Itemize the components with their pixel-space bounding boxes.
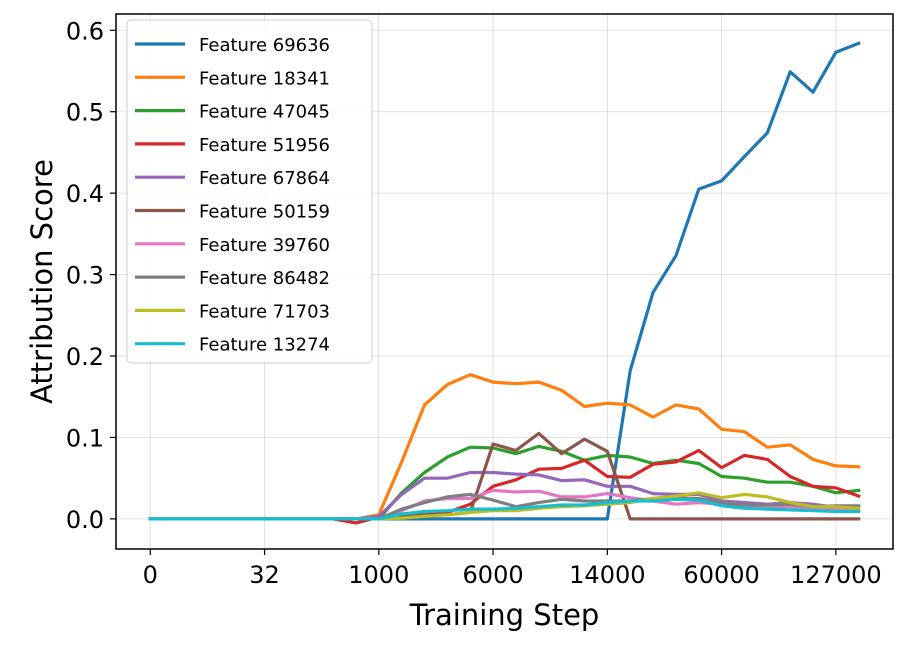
legend-label: Feature 18341 xyxy=(199,68,330,89)
legend-label: Feature 13274 xyxy=(199,335,330,356)
plot-frame xyxy=(115,13,894,550)
legend-label: Feature 67864 xyxy=(199,168,330,189)
y-tick-label: 0.3 xyxy=(66,262,104,290)
legend-label: Feature 51956 xyxy=(199,135,330,156)
y-tick-label: 0.5 xyxy=(66,99,104,127)
y-tick-label: 0.2 xyxy=(66,343,104,371)
legend-label: Feature 86482 xyxy=(199,268,330,289)
x-tick-label: 14000 xyxy=(569,561,645,589)
x-tick-label: 60000 xyxy=(683,561,759,589)
y-axis-label: Attribution Score xyxy=(25,159,59,404)
series-line-feature-13274 xyxy=(148,497,861,521)
series-lines xyxy=(148,41,861,525)
axis-ticks: 0.0 0.1 0.2 0.3 0.4 0.5 0.6 0 32 1000 6000 14000 600… xyxy=(66,17,882,589)
legend-label: Feature 47045 xyxy=(199,102,330,123)
legend-label: Feature 50159 xyxy=(199,202,330,223)
x-tick-label: 32 xyxy=(249,561,280,589)
x-tick-label: 127000 xyxy=(790,561,882,589)
x-tick-label: 1000 xyxy=(348,561,409,589)
y-tick-label: 0.4 xyxy=(66,180,104,208)
y-tick-label: 0.0 xyxy=(66,506,104,534)
legend-box xyxy=(126,19,373,364)
x-axis-label: Training Step xyxy=(409,598,600,632)
y-tick-label: 0.6 xyxy=(66,17,104,45)
x-tick-label: 6000 xyxy=(463,561,524,589)
legend-label: Feature 69636 xyxy=(199,35,330,56)
y-tick-label: 0.1 xyxy=(66,424,104,452)
legend: Feature 69636 Feature 18341 Feature 47045 F… xyxy=(126,19,373,364)
legend-label: Feature 39760 xyxy=(199,235,330,256)
x-tick-label: 0 xyxy=(143,561,158,589)
legend-label: Feature 71703 xyxy=(199,301,330,322)
